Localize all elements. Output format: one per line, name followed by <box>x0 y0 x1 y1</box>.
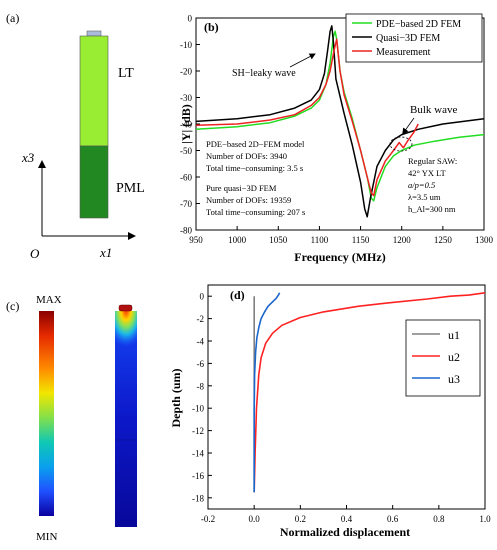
info-q3d-line3: Total time−consuming: 207 s <box>206 207 305 217</box>
pml-label: PML <box>116 181 145 196</box>
x1-axis-label: x1 <box>99 245 112 260</box>
x-tick-label: 1050 <box>269 235 288 245</box>
x-tick-label: 0.6 <box>387 514 399 524</box>
legend-u2-text: u2 <box>448 350 460 364</box>
bulk-wave-arrow <box>402 117 415 135</box>
y-tick-label: 0 <box>200 292 205 302</box>
x-tick-label: 0.8 <box>433 514 445 524</box>
chart-d-legend: u1 u2 u3 <box>405 319 481 397</box>
legend-u1: u1 <box>448 328 460 342</box>
panel-d-label: (d) <box>230 288 245 302</box>
x-tick-label: 1000 <box>228 235 247 245</box>
y-tick-label: -40 <box>180 120 192 130</box>
y-tick-label: -30 <box>180 93 192 103</box>
info-q3d: Pure quasi−3D FEM Number of DOFs: 19359 … <box>206 183 305 217</box>
y-tick-label: -20 <box>180 67 192 77</box>
y-tick-label: -18 <box>192 493 204 503</box>
field-distribution <box>115 311 137 527</box>
field-electrode <box>118 304 133 312</box>
colorbar-min-label: MIN <box>36 531 57 543</box>
info-pde-line3: Total time−consuming: 3.5 s <box>206 163 303 173</box>
colorbar <box>39 311 54 516</box>
chart-b-lines <box>195 25 485 218</box>
sh-leaky-arrow <box>289 53 316 68</box>
origin-label: O <box>30 246 40 261</box>
x-tick-label: 1200 <box>393 235 412 245</box>
x-tick-label: 950 <box>189 235 203 245</box>
chart-d-frame <box>207 284 486 510</box>
series-line-2 <box>253 292 486 493</box>
sh-leaky-annotation: SH−leaky wave <box>232 68 296 79</box>
x-tick-label: 0.2 <box>295 514 306 524</box>
y-tick-label: -10 <box>180 40 192 50</box>
y-tick-label: 0 <box>188 14 193 24</box>
y-tick-label: -14 <box>192 449 204 459</box>
series-line-3 <box>253 292 281 493</box>
electrode <box>86 30 102 37</box>
x-tick-label: 0.4 <box>341 514 353 524</box>
panel-a-label: (a) <box>6 11 19 25</box>
chart-b-legend: PDE−based 2D FEM Quasi−3D FEM Measuremen… <box>345 13 483 63</box>
x-tick-label: 1100 <box>311 235 329 245</box>
info-saw-line5: h_Al=300 nm <box>408 204 456 214</box>
x3-axis-label: x3 <box>21 150 35 165</box>
info-saw-line2: 42° YX LT <box>408 168 447 178</box>
y-tick-label: -70 <box>180 199 192 209</box>
legend-u3: u3 <box>448 372 460 386</box>
x-tick-label: 1250 <box>434 235 453 245</box>
chart-d-ylabel: Depth (um) <box>169 368 183 427</box>
chart-d-legend-box <box>405 319 481 397</box>
series-line-3 <box>195 38 419 197</box>
info-pde-line2: Number of DOFs: 3940 <box>206 151 287 161</box>
info-pde-line1: PDE−based 2D−FEM model <box>206 139 305 149</box>
x-tick-label: 1150 <box>352 235 370 245</box>
y-tick-label: -2 <box>197 314 205 324</box>
lt-label: LT <box>118 66 134 81</box>
info-saw: Regular SAW: 42° YX LT a/p=0.5 λ=3.5 um … <box>408 156 457 214</box>
x-tick-label: 0.0 <box>249 514 261 524</box>
y-tick-label: -6 <box>197 359 205 369</box>
colorbar-max-label: MAX <box>36 294 62 306</box>
info-q3d-line2: Number of DOFs: 19359 <box>206 195 291 205</box>
y-tick-label: -12 <box>192 426 204 436</box>
y-tick-label: -10 <box>192 404 204 414</box>
y-tick-label: -8 <box>197 381 205 391</box>
pml-layer <box>79 145 109 219</box>
chart-d-lines <box>253 292 486 493</box>
info-q3d-line1: Pure quasi−3D FEM <box>206 183 277 193</box>
info-saw-line4: λ=3.5 um <box>408 192 441 202</box>
y-tick-label: -80 <box>180 226 192 236</box>
field-hotspot <box>115 311 137 351</box>
y-tick-label: -16 <box>192 471 204 481</box>
y-tick-label: -4 <box>197 337 205 347</box>
bulk-wave-ellipse <box>389 136 413 152</box>
panel-c-label: (c) <box>6 299 19 313</box>
x-tick-label: 1300 <box>475 235 494 245</box>
info-pde: PDE−based 2D−FEM model Number of DOFs: 3… <box>206 139 305 173</box>
info-saw-line3: a/p=0.5 <box>408 180 435 190</box>
legend-pde: PDE−based 2D FEM <box>376 19 461 30</box>
y-tick-label: -50 <box>180 146 192 156</box>
chart-d-xlabel: Normalized displacement <box>280 525 410 539</box>
series-line-2 <box>195 25 485 218</box>
bulk-wave-annotation: Bulk wave <box>410 104 457 116</box>
legend-u3-text: u3 <box>448 372 460 386</box>
chart-b-legend-box <box>345 13 483 63</box>
legend-measurement: Measurement <box>376 47 431 58</box>
chart-b-xlabel: Frequency (MHz) <box>294 250 385 264</box>
panel-b-label: (b) <box>204 20 219 34</box>
chart-b-ticks: 950 1000 1050 1100 1150 1200 1250 1300 -80 -70 -60… <box>180 14 494 246</box>
legend-u1-text: u1 <box>448 328 460 342</box>
info-saw-line1: Regular SAW: <box>408 156 457 166</box>
y-tick-label: -60 <box>180 173 192 183</box>
chart-d-ticks: -0.2 0.0 0.2 0.4 0.6 0.8 1.0 0 -2 -4 -6 -8 -10 -12 -14… <box>192 292 491 524</box>
x-tick-label: -0.2 <box>201 514 215 524</box>
legend-q3d: Quasi−3D FEM <box>376 33 440 44</box>
chart-b-ylabel: |Y| (dB) <box>179 104 193 144</box>
legend-u2: u2 <box>448 350 460 364</box>
lt-layer <box>79 35 109 147</box>
series-line-1 <box>195 30 485 202</box>
x-tick-label: 1.0 <box>479 514 491 524</box>
